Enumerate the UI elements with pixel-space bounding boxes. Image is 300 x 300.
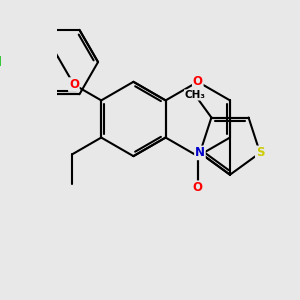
- Text: CH₃: CH₃: [184, 90, 206, 100]
- Text: O: O: [69, 78, 79, 91]
- Text: N: N: [195, 146, 205, 159]
- Text: O: O: [193, 181, 203, 194]
- Text: S: S: [256, 146, 264, 159]
- Text: O: O: [193, 75, 203, 88]
- Text: Cl: Cl: [0, 56, 2, 69]
